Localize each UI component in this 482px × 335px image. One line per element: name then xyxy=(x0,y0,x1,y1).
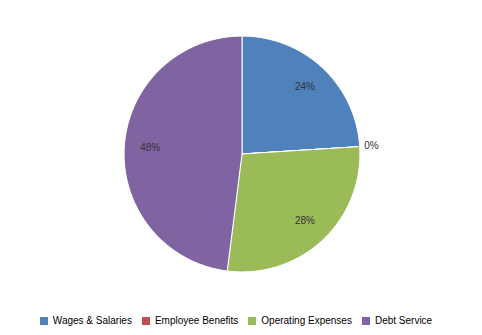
svg-text:24%: 24% xyxy=(295,81,315,92)
html-text:Wages & Salaries: Wages & Salaries xyxy=(52,315,132,326)
html-text:Debt Service: Debt Service xyxy=(374,315,433,326)
html-text:Operating Expenses: Operating Expenses xyxy=(261,315,352,326)
html-text:Employee Benefits: Employee Benefits xyxy=(154,315,239,326)
svg-text:28%: 28% xyxy=(295,215,315,226)
svg-text:48%: 48% xyxy=(140,142,160,153)
svg-text:0%: 0% xyxy=(364,140,379,151)
